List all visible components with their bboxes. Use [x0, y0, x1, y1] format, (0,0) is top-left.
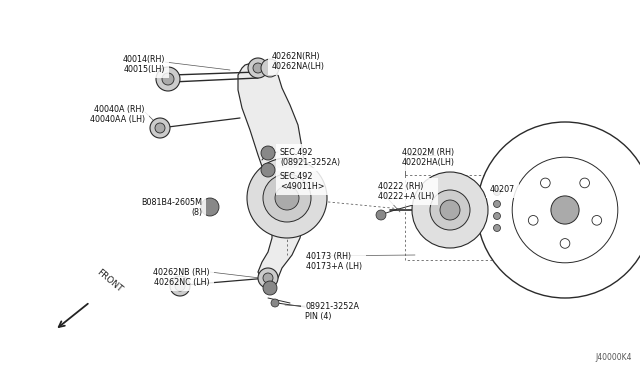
Circle shape	[263, 273, 273, 283]
Circle shape	[477, 122, 640, 298]
Circle shape	[580, 178, 589, 188]
Circle shape	[175, 281, 185, 291]
Circle shape	[376, 210, 386, 220]
Circle shape	[247, 158, 327, 238]
Circle shape	[155, 123, 165, 133]
Text: 40173 (RH)
40173+A (LH): 40173 (RH) 40173+A (LH)	[306, 252, 362, 272]
Text: 40202M (RH)
40202HA(LH): 40202M (RH) 40202HA(LH)	[402, 148, 455, 167]
Circle shape	[253, 63, 263, 73]
Circle shape	[512, 157, 618, 263]
Circle shape	[263, 174, 311, 222]
Circle shape	[258, 268, 278, 288]
Circle shape	[156, 67, 180, 91]
Text: 40222 (RH)
40222+A (LH): 40222 (RH) 40222+A (LH)	[378, 182, 435, 201]
Circle shape	[493, 224, 500, 231]
Circle shape	[201, 198, 219, 216]
Text: 40014(RH)
40015(LH): 40014(RH) 40015(LH)	[122, 55, 165, 74]
Text: 40207: 40207	[490, 185, 515, 194]
Circle shape	[170, 276, 190, 296]
Text: SEC.492
(08921-3252A): SEC.492 (08921-3252A)	[280, 148, 340, 167]
Circle shape	[261, 146, 275, 160]
Text: 40262NB (RH)
40262NC (LH): 40262NB (RH) 40262NC (LH)	[154, 268, 210, 288]
Circle shape	[150, 118, 170, 138]
Polygon shape	[238, 62, 305, 282]
Circle shape	[261, 59, 279, 77]
Circle shape	[493, 201, 500, 208]
Circle shape	[560, 238, 570, 248]
Circle shape	[263, 281, 277, 295]
Circle shape	[275, 186, 299, 210]
Circle shape	[529, 215, 538, 225]
Circle shape	[271, 299, 279, 307]
Text: SEC.492
<49011H>: SEC.492 <49011H>	[280, 172, 324, 192]
Text: FRONT: FRONT	[95, 267, 124, 294]
Circle shape	[493, 189, 500, 196]
Text: 40040A (RH)
40040AA (LH): 40040A (RH) 40040AA (LH)	[90, 105, 145, 124]
Text: 08921-3252A
PIN (4): 08921-3252A PIN (4)	[305, 302, 359, 321]
Circle shape	[551, 196, 579, 224]
Text: 40262N(RH)
40262NA(LH): 40262N(RH) 40262NA(LH)	[272, 52, 325, 71]
Circle shape	[592, 215, 602, 225]
Circle shape	[541, 178, 550, 188]
Circle shape	[162, 73, 174, 85]
Circle shape	[430, 190, 470, 230]
Text: J40000K4: J40000K4	[595, 353, 632, 362]
Circle shape	[493, 212, 500, 219]
Circle shape	[412, 172, 488, 248]
Circle shape	[248, 58, 268, 78]
Circle shape	[440, 200, 460, 220]
Text: B081B4-2605M
(8): B081B4-2605M (8)	[141, 198, 202, 217]
Circle shape	[261, 163, 275, 177]
